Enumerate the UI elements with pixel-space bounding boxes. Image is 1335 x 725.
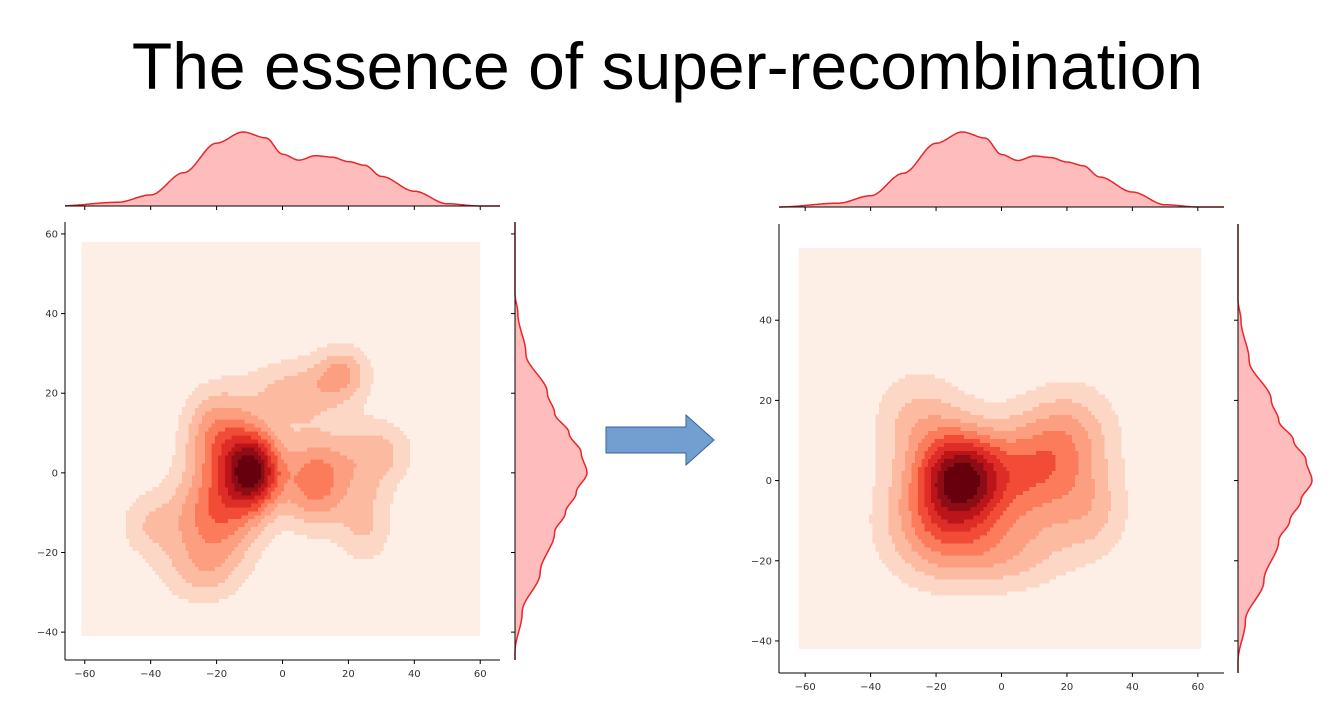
right-arrow-icon	[605, 413, 715, 467]
marginal-y-area	[1238, 224, 1312, 673]
y-tick-label: 60	[45, 229, 58, 240]
y-tick-label: −40	[751, 636, 772, 647]
x-tick-label: −40	[860, 682, 881, 693]
marginal-y-area	[515, 222, 587, 660]
x-tick-label: −20	[206, 669, 227, 680]
jointplot-right: −60 −40 −20 0 20 40 60 −40 −20 0 20 40	[751, 131, 1313, 693]
marginal-x-line	[779, 131, 1224, 208]
x-tick-label: 40	[1126, 682, 1139, 693]
y-tick-label: 0	[766, 476, 772, 487]
y-tick-label: 20	[759, 396, 772, 407]
y-tick-label: −20	[37, 548, 58, 559]
x-tick-label: 40	[408, 669, 421, 680]
jointplot-left: −60 −40 −20 0 20 40 60 −40 −20 0 20 40 60	[37, 131, 588, 680]
x-tick-label: −60	[74, 669, 95, 680]
y-tick-label: 40	[45, 309, 58, 320]
kde-contours	[125, 343, 410, 603]
y-tick-label: −20	[751, 556, 772, 567]
y-tick-label: 40	[759, 316, 772, 327]
marginal-x-area	[65, 132, 500, 206]
marginal-x-line	[64, 131, 500, 207]
x-tick-label: 20	[1061, 682, 1074, 693]
x-tick-label: 60	[474, 669, 487, 680]
slide-title: The essence of super-recombination	[131, 29, 1204, 103]
x-tick-label: −40	[140, 669, 161, 680]
x-tick-label: 0	[279, 669, 285, 680]
x-tick-label: 0	[998, 682, 1004, 693]
y-tick-label: −40	[37, 628, 58, 639]
y-tick-label: 0	[52, 468, 58, 479]
x-tick-label: −20	[926, 682, 947, 693]
y-tick-label: 20	[45, 389, 58, 400]
x-tick-label: 20	[342, 669, 355, 680]
x-tick-label: −60	[795, 682, 816, 693]
x-tick-label: 60	[1191, 682, 1204, 693]
marginal-x-area	[779, 132, 1224, 207]
kde-contours	[868, 374, 1129, 596]
